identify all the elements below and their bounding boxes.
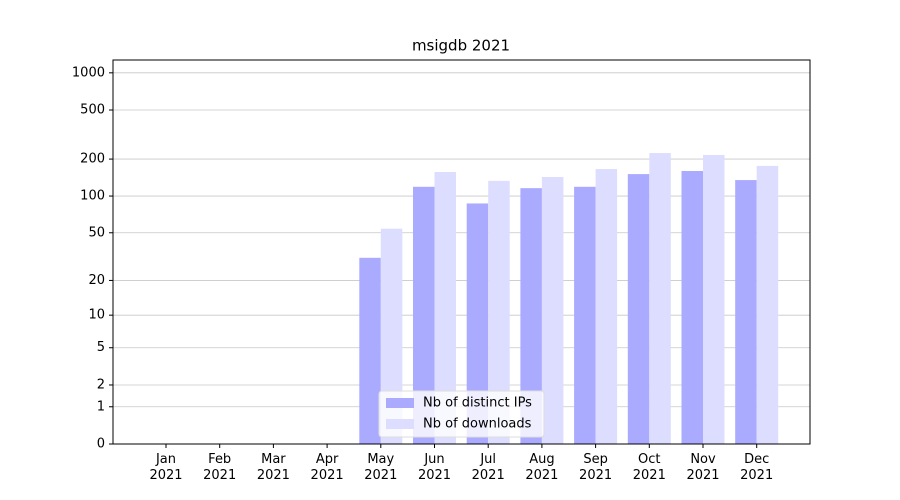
- bar: [541, 176, 564, 444]
- y-tick-label: 10: [88, 308, 105, 323]
- x-tick-label: Jul 2021: [471, 452, 505, 483]
- x-tick-label: Oct 2021: [632, 452, 666, 483]
- bar: [627, 174, 650, 444]
- bar: [649, 153, 671, 445]
- bar: [520, 188, 542, 444]
- chart-title: msigdb 2021: [412, 37, 510, 55]
- x-tick-label: Sep 2021: [579, 452, 613, 483]
- x-tick-label: Mar 2021: [256, 452, 290, 483]
- legend-swatch: [386, 398, 414, 408]
- bar: [595, 169, 618, 444]
- bar: [466, 203, 489, 444]
- y-tick-label: 50: [88, 225, 105, 240]
- y-tick-label: 20: [88, 273, 105, 288]
- bar: [735, 180, 757, 445]
- x-tick-label: Dec 2021: [740, 452, 774, 483]
- bar: [359, 257, 381, 444]
- bar: [756, 165, 779, 444]
- y-tick-label: 1000: [72, 65, 105, 80]
- plot-frame: [112, 59, 811, 445]
- x-tick-label: Feb 2021: [203, 452, 237, 483]
- bar: [413, 186, 435, 444]
- x-tick-label: Aug 2021: [525, 452, 559, 483]
- y-tick-label: 5: [97, 340, 105, 355]
- legend: Nb of distinct IPs Nb of downloads: [378, 390, 545, 438]
- y-tick-label: 1: [97, 399, 105, 414]
- legend-label: Nb of downloads: [423, 417, 532, 432]
- bar: [681, 171, 703, 444]
- x-tick-label: May 2021: [364, 452, 398, 483]
- x-tick-label: Jun 2021: [417, 452, 452, 483]
- y-tick-label: 0: [97, 437, 105, 452]
- bar: [574, 186, 596, 444]
- x-tick-label: Nov 2021: [686, 452, 720, 483]
- y-tick-label: 100: [80, 189, 105, 204]
- x-tick-label: Apr 2021: [310, 452, 344, 483]
- legend-box: [378, 390, 545, 438]
- x-tick-label: Jan 2021: [149, 452, 183, 483]
- legend-label: Nb of distinct IPs: [423, 396, 532, 411]
- bar: [703, 154, 725, 445]
- grid: [113, 72, 810, 445]
- legend-swatch: [386, 419, 414, 429]
- y-tick-label: 500: [80, 103, 105, 118]
- y-tick-label: 200: [80, 152, 105, 167]
- bar: [434, 172, 456, 445]
- y-tick-label: 2: [97, 377, 105, 392]
- bar: [488, 180, 510, 444]
- bar: [380, 228, 403, 444]
